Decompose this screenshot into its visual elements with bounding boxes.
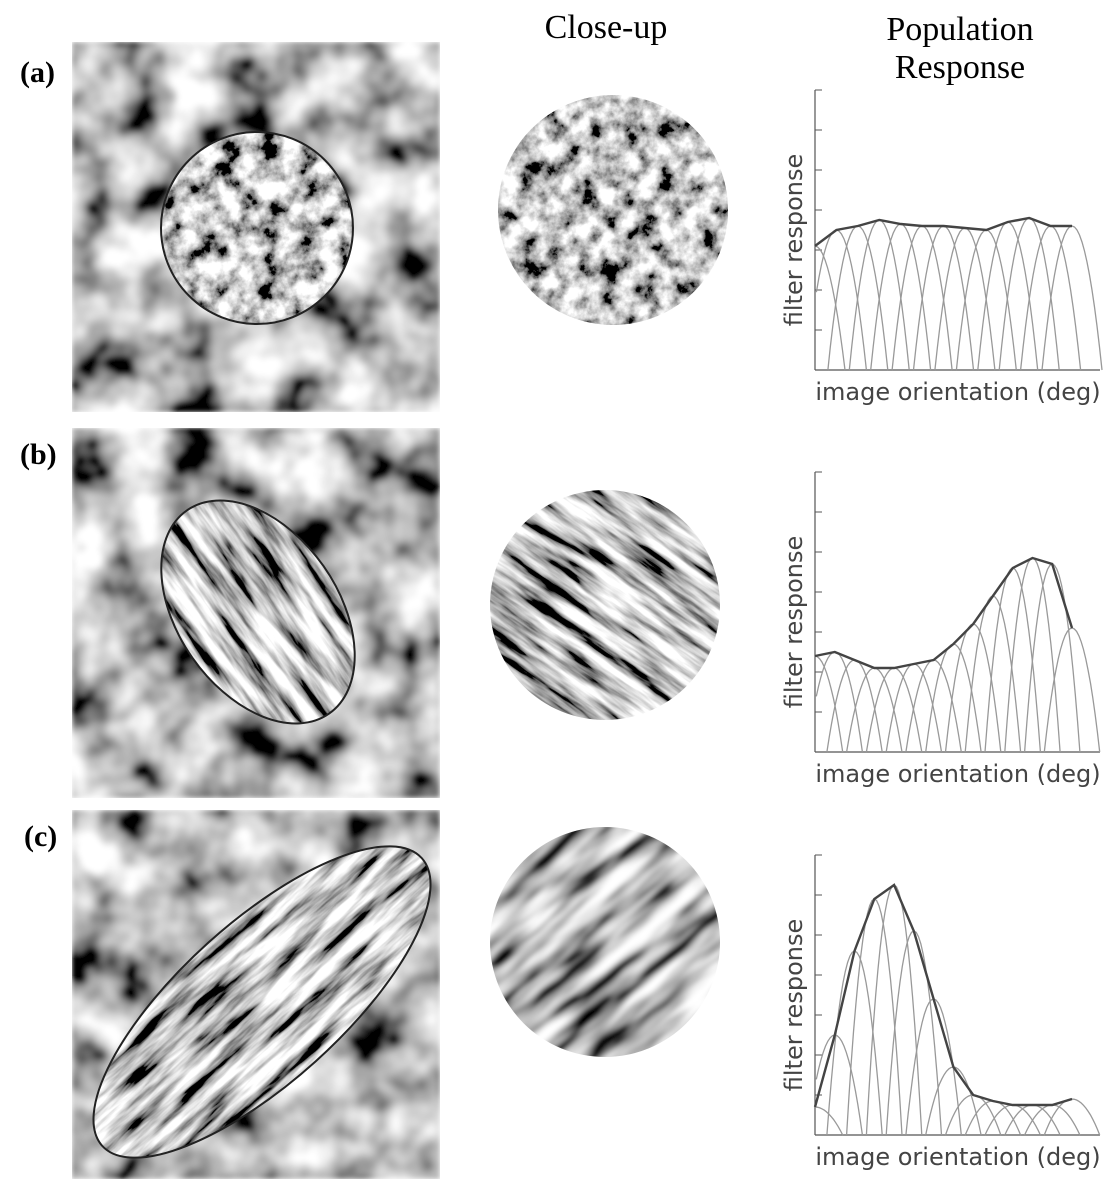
x-axis-label: image orientation (deg)	[815, 760, 1100, 788]
tuning-curve	[1044, 628, 1099, 752]
column-title: Response	[895, 49, 1025, 86]
population-envelope	[815, 885, 1072, 1107]
close-up	[401, 738, 810, 1147]
y-axis-label: filter response	[780, 154, 808, 326]
tuning-curve	[827, 951, 882, 1135]
close-up	[498, 95, 728, 325]
y-axis-label: filter response	[780, 536, 808, 708]
column-title: Close-up	[545, 9, 668, 46]
tuning-curve	[866, 885, 921, 1135]
tuning-curve	[926, 1067, 981, 1135]
x-axis-label: image orientation (deg)	[815, 378, 1100, 406]
tuning-curve	[816, 1035, 862, 1135]
column-title: Population	[886, 11, 1033, 48]
x-axis-label: image orientation (deg)	[815, 1143, 1100, 1171]
panel-label: (c)	[24, 820, 57, 853]
close-up	[403, 403, 807, 807]
panel-label: (b)	[20, 438, 57, 471]
tuning-curve	[816, 230, 866, 370]
figure: Close-up Population Response (a) (b) (c)…	[0, 0, 1112, 1179]
tuning-curve	[965, 596, 1020, 752]
y-axis-label: filter response	[780, 919, 808, 1091]
panel-label: (a)	[20, 56, 55, 89]
tuning-curve	[816, 652, 862, 752]
